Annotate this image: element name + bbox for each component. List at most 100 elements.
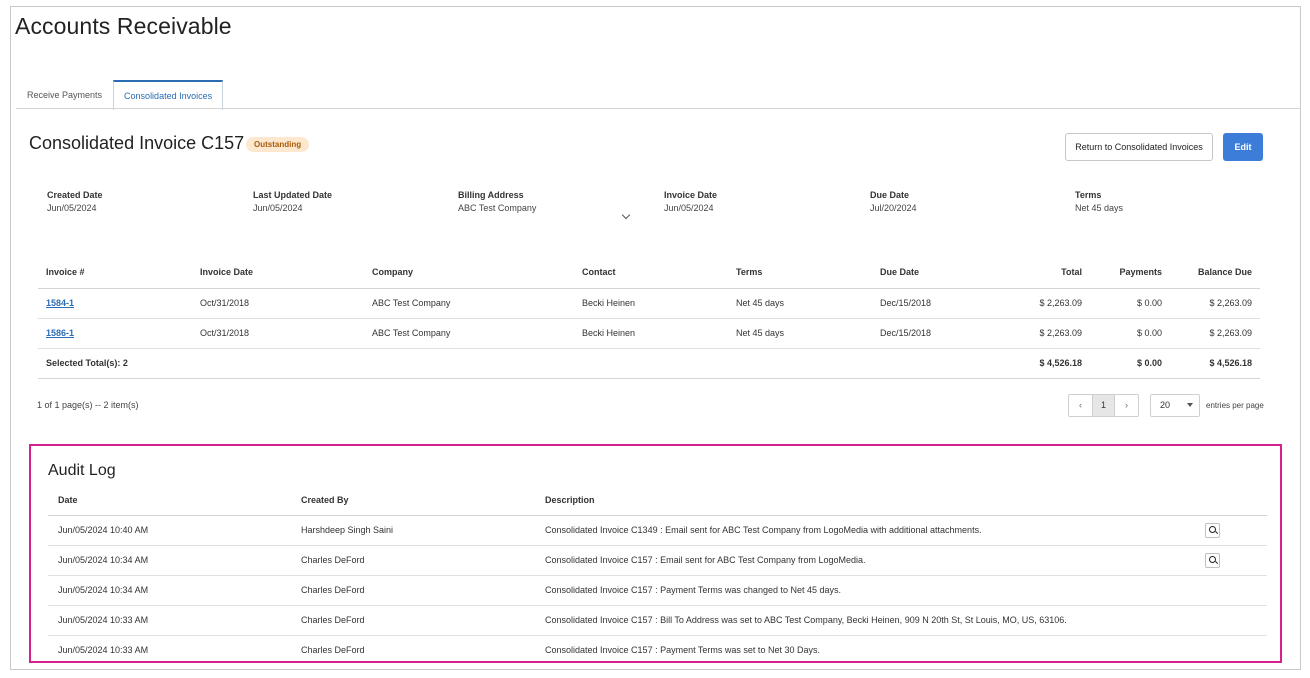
col-total[interactable]: Total [992,257,1090,289]
audit-actions [1195,545,1267,576]
audit-row: Jun/05/2024 10:33 AM Charles DeFord Cons… [48,605,1267,636]
audit-description: Consolidated Invoice C157 : Payment Term… [535,575,1195,606]
created-date-field: Created Date Jun/05/2024 [47,190,103,213]
per-page-label: entries per page [1206,401,1264,410]
page-title: Accounts Receivable [15,13,232,39]
audit-date: Jun/05/2024 10:40 AM [48,515,291,546]
table-row: 1584-1 Oct/31/2018 ABC Test Company Beck… [38,288,1260,319]
audit-log-section [29,444,1282,663]
selected-totals-label: Selected Total(s): 2 [38,348,992,379]
pagination-summary: 1 of 1 page(s) -- 2 item(s) [37,400,139,410]
audit-log-title: Audit Log [48,462,116,479]
col-date: Date [48,486,291,516]
audit-actions [1195,515,1267,546]
company-cell: ABC Test Company [364,288,574,319]
prev-page-button[interactable]: ‹ [1079,400,1082,410]
audit-created-by: Charles DeFord [291,575,535,606]
status-badge: Outstanding [246,137,310,152]
col-invoice-date[interactable]: Invoice Date [192,257,364,289]
grand-balance: $ 4,526.18 [1170,348,1260,379]
tab-receive-payments[interactable]: Receive Payments [27,90,103,100]
pagination: ‹ 1 › [1068,394,1139,417]
billing-address-label: Billing Address [458,190,524,200]
col-created-by: Created By [291,486,535,516]
invoice-title: Consolidated Invoice C157 [29,133,245,153]
invoice-date-value: Jun/05/2024 [664,203,714,213]
terms-value: Net 45 days [1075,203,1124,213]
invoice-date-cell: Oct/31/2018 [192,318,364,349]
due-date-cell: Dec/15/2018 [872,288,992,319]
invoice-link[interactable]: 1586-1 [46,328,75,338]
billing-address-field[interactable]: Billing Address ABC Test Company [458,190,536,213]
page-1-button[interactable]: 1 [1092,395,1115,416]
audit-date: Jun/05/2024 10:33 AM [58,645,149,656]
table-row: 1586-1 Oct/31/2018 ABC Test Company Beck… [38,318,1260,349]
created-date-label: Created Date [47,190,103,200]
last-updated-value: Jun/05/2024 [253,203,303,213]
audit-row: Jun/05/2024 10:34 AM Charles DeFord Cons… [48,545,1267,576]
search-icon[interactable] [1205,522,1220,538]
audit-actions [1195,635,1267,665]
col-invoice-number[interactable]: Invoice # [38,257,192,289]
audit-date: Jun/05/2024 10:33 AM [48,605,291,636]
terms-cell: Net 45 days [728,288,872,319]
col-balance-due[interactable]: Balance Due [1170,257,1260,289]
col-company[interactable]: Company [364,257,574,289]
invoice-number-cell: 1586-1 [38,318,192,349]
audit-row: Jun/05/2024 10:34 AM Charles DeFord Cons… [48,575,1267,606]
audit-actions [1195,575,1267,606]
terms-field: Terms Net 45 days [1075,190,1123,213]
search-icon[interactable] [1205,552,1220,568]
payments-cell: $ 0.00 [1090,318,1170,349]
tab-consolidated-invoices[interactable]: Consolidated Invoices [113,80,224,110]
grand-payments: $ 0.00 [1090,348,1170,379]
col-terms[interactable]: Terms [728,257,872,289]
terms-label: Terms [1075,190,1102,200]
invoice-date-label: Invoice Date [664,190,718,200]
tab-bar: Receive Payments Consolidated Invoices [16,80,224,110]
invoice-number-cell: 1584-1 [38,288,192,319]
caret-down-icon [1187,403,1193,407]
audit-date: Jun/05/2024 10:34 AM [48,545,291,576]
total-cell: $ 2,263.09 [992,288,1090,319]
terms-cell: Net 45 days [728,318,872,349]
col-payments[interactable]: Payments [1090,257,1170,289]
invoice-date-field: Invoice Date Jun/05/2024 [664,190,717,213]
audit-description: Consolidated Invoice C157 : Email sent f… [535,545,1195,576]
balance-cell: $ 2,263.09 [1170,288,1260,319]
total-cell: $ 2,263.09 [992,318,1090,349]
due-date-label: Due Date [870,190,910,200]
audit-description: Consolidated Invoice C157 : Payment Term… [545,645,820,656]
col-contact[interactable]: Contact [574,257,728,289]
col-due-date[interactable]: Due Date [872,257,992,289]
totals-row: Selected Total(s): 2 $ 4,526.18 $ 0.00 $… [38,348,1260,379]
company-cell: ABC Test Company [364,318,574,349]
col-actions [1195,486,1267,516]
audit-date: Jun/05/2024 10:34 AM [48,575,291,606]
per-page-value: 20 [1160,400,1171,410]
last-updated-field: Last Updated Date Jun/05/2024 [253,190,332,213]
balance-cell: $ 2,263.09 [1170,318,1260,349]
payments-cell: $ 0.00 [1090,288,1170,319]
per-page-select[interactable]: 20 [1150,394,1200,417]
due-date-value: Jul/20/2024 [870,203,917,213]
grand-total: $ 4,526.18 [992,348,1090,379]
due-date-field: Due Date Jul/20/2024 [870,190,917,213]
audit-description: Consolidated Invoice C157 : Bill To Addr… [535,605,1195,636]
audit-actions [1195,605,1267,636]
audit-created-by: Charles DeFord [291,605,535,636]
edit-button[interactable]: Edit [1223,133,1263,161]
next-page-button[interactable]: › [1125,400,1128,410]
created-date-value: Jun/05/2024 [47,203,97,213]
return-to-consolidated-invoices-button[interactable]: Return to Consolidated Invoices [1065,133,1213,161]
invoice-date-cell: Oct/31/2018 [192,288,364,319]
audit-row: Jun/05/2024 10:40 AM Harshdeep Singh Sai… [48,515,1267,546]
billing-address-select[interactable]: ABC Test Company [458,203,537,213]
invoice-link[interactable]: 1584-1 [46,298,75,308]
due-date-cell: Dec/15/2018 [872,318,992,349]
last-updated-label: Last Updated Date [253,190,333,200]
audit-log-table: Date Created By Description Jun/05/2024 … [48,486,1267,665]
audit-description: Consolidated Invoice C1349 : Email sent … [535,515,1195,546]
audit-created-by: Charles DeFord [291,545,535,576]
audit-row: Jun/05/2024 10:33 AM Charles DeFord Cons… [48,635,1267,665]
